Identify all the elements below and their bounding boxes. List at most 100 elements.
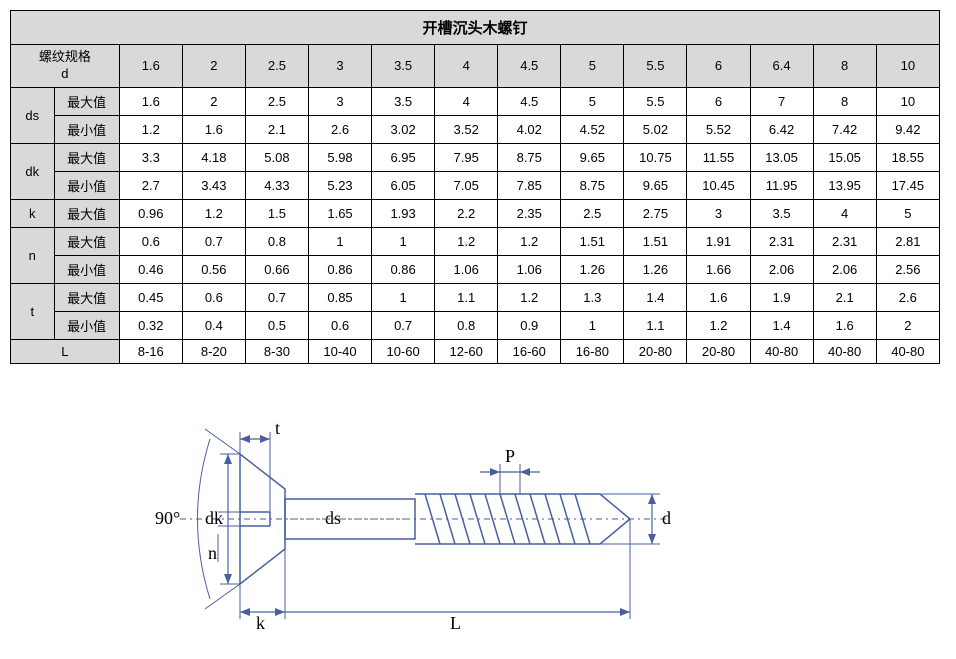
cell: 0.85	[308, 283, 371, 311]
cell: 1.1	[624, 311, 687, 339]
label-n: n	[208, 543, 217, 563]
size-h: 6.4	[750, 45, 813, 88]
cell: 2.06	[813, 255, 876, 283]
cell: 0.6	[308, 311, 371, 339]
cell: 2.31	[813, 227, 876, 255]
cell: 5.98	[308, 143, 371, 171]
cell: 1.06	[498, 255, 561, 283]
cell: 8.75	[498, 143, 561, 171]
param-t: t	[11, 283, 55, 339]
label-P: P	[505, 446, 515, 466]
label-dk: dk	[205, 508, 223, 528]
cell: 7	[750, 87, 813, 115]
cell: 8	[813, 87, 876, 115]
cell: 10.45	[687, 171, 750, 199]
cell: 0.86	[308, 255, 371, 283]
cell: 0.56	[182, 255, 245, 283]
cell: 1.2	[498, 283, 561, 311]
cell: 7.42	[813, 115, 876, 143]
cell: 1	[308, 227, 371, 255]
cell: 2.75	[624, 199, 687, 227]
cell: 0.32	[119, 311, 182, 339]
cell: 3.02	[372, 115, 435, 143]
cell: 2.1	[245, 115, 308, 143]
cell: 13.95	[813, 171, 876, 199]
cell: 0.7	[245, 283, 308, 311]
cell: 5.23	[308, 171, 371, 199]
cell: 8-20	[182, 339, 245, 363]
cell: 10-40	[308, 339, 371, 363]
size-h: 6	[687, 45, 750, 88]
cell: 0.9	[498, 311, 561, 339]
cell: 0.96	[119, 199, 182, 227]
cell: 6	[687, 87, 750, 115]
cell: 16-80	[561, 339, 624, 363]
size-h: 5.5	[624, 45, 687, 88]
cell: 4.02	[498, 115, 561, 143]
cell: 1.4	[624, 283, 687, 311]
cell: 2	[876, 311, 939, 339]
cell: 16-60	[498, 339, 561, 363]
min-label: 最小值	[54, 255, 119, 283]
cell: 11.55	[687, 143, 750, 171]
cell: 9.42	[876, 115, 939, 143]
cell: 1.93	[372, 199, 435, 227]
cell: 1.2	[182, 199, 245, 227]
label-t: t	[275, 418, 280, 438]
cell: 2	[182, 87, 245, 115]
cell: 1	[372, 283, 435, 311]
cell: 13.05	[750, 143, 813, 171]
header-spec-text: 螺纹规格 d	[39, 49, 91, 81]
cell: 2.35	[498, 199, 561, 227]
cell: 1.4	[750, 311, 813, 339]
label-angle: 90°	[155, 508, 180, 528]
cell: 6.05	[372, 171, 435, 199]
max-label: 最大值	[54, 143, 119, 171]
label-k: k	[256, 613, 265, 633]
cell: 1.6	[813, 311, 876, 339]
min-label: 最小值	[54, 311, 119, 339]
cell: 4	[435, 87, 498, 115]
cell: 2.31	[750, 227, 813, 255]
param-k: k	[11, 199, 55, 227]
cell: 3.43	[182, 171, 245, 199]
size-h: 4.5	[498, 45, 561, 88]
cell: 8-16	[119, 339, 182, 363]
min-label: 最小值	[54, 115, 119, 143]
cell: 0.8	[245, 227, 308, 255]
cell: 5.52	[687, 115, 750, 143]
cell: 4	[813, 199, 876, 227]
cell: 17.45	[876, 171, 939, 199]
cell: 4.33	[245, 171, 308, 199]
cell: 3.5	[750, 199, 813, 227]
cell: 1.9	[750, 283, 813, 311]
size-h: 3	[308, 45, 371, 88]
cell: 1.26	[561, 255, 624, 283]
cell: 2.1	[813, 283, 876, 311]
cell: 1.6	[182, 115, 245, 143]
cell: 1.6	[119, 87, 182, 115]
cell: 2.56	[876, 255, 939, 283]
cell: 1.2	[498, 227, 561, 255]
cell: 8-30	[245, 339, 308, 363]
cell: 3	[687, 199, 750, 227]
cell: 6.95	[372, 143, 435, 171]
cell: 4.18	[182, 143, 245, 171]
cell: 0.45	[119, 283, 182, 311]
header-spec: 螺纹规格 d	[11, 45, 120, 88]
cell: 40-80	[813, 339, 876, 363]
spec-table: 开槽沉头木螺钉 螺纹规格 d 1.6 2 2.5 3 3.5 4 4.5 5 5…	[10, 10, 940, 364]
cell: 0.46	[119, 255, 182, 283]
cell: 2.5	[245, 87, 308, 115]
cell: 2.7	[119, 171, 182, 199]
cell: 15.05	[813, 143, 876, 171]
cell: 4.52	[561, 115, 624, 143]
cell: 0.6	[119, 227, 182, 255]
cell: 4.5	[498, 87, 561, 115]
size-h: 3.5	[372, 45, 435, 88]
cell: 9.65	[624, 171, 687, 199]
size-h: 2.5	[245, 45, 308, 88]
label-ds: ds	[325, 508, 341, 528]
cell: 1.51	[624, 227, 687, 255]
cell: 10	[876, 87, 939, 115]
